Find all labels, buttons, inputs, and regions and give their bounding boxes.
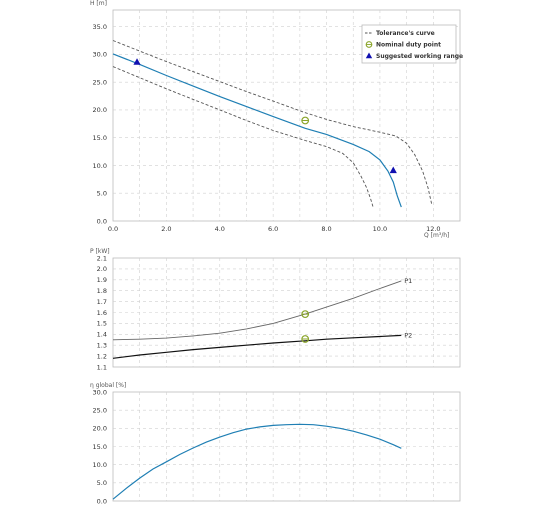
power-ytick-label: 1.3 [97, 342, 107, 350]
power-ytick-label: 2.0 [97, 265, 107, 273]
working-range-marker [133, 58, 141, 65]
power-ytick-label: 1.8 [97, 287, 107, 295]
head-xtick-label: 12.0 [426, 225, 440, 233]
efficiency-ytick-label: 25.0 [93, 406, 107, 414]
legend-working-range-swatch [365, 52, 373, 59]
head-xtick-label: 8.0 [321, 225, 331, 233]
head-xtick-label: 2.0 [161, 225, 171, 233]
head-ytick-label: 0.0 [97, 217, 107, 225]
power-ytick-label: 1.9 [97, 276, 107, 284]
efficiency-ytick-label: 0.0 [97, 497, 107, 504]
head-xtick-label: 6.0 [268, 225, 278, 233]
head-xtick-label: 4.0 [215, 225, 225, 233]
power-p2-line [112, 334, 402, 359]
efficiency-ytick-label: 15.0 [93, 443, 107, 451]
head-ytick-label: 20.0 [93, 106, 107, 114]
head-tolerance-upper-line [112, 40, 433, 206]
head-curve-line [112, 53, 402, 208]
head-xtick-label: 0.0 [108, 225, 118, 233]
power-p1-line [112, 280, 402, 341]
efficiency-curve-line [112, 423, 402, 500]
power-ytick-label: 1.4 [97, 331, 107, 339]
head-ytick-label: 10.0 [93, 162, 107, 170]
head-xlabel: Q [m³/h] [424, 232, 449, 239]
head-ytick-label: 35.0 [93, 23, 107, 31]
efficiency-ytick-label: 20.0 [93, 425, 107, 433]
legend-working-range-label: Suggested working range [376, 53, 463, 60]
head-ytick-label: 25.0 [93, 78, 107, 86]
head-legend [361, 24, 457, 64]
efficiency-ytick-label: 30.0 [93, 388, 107, 396]
power-p1-label: P1 [404, 277, 412, 285]
head-ylabel: H [m] [90, 0, 107, 7]
power-ytick-label: 1.1 [97, 363, 107, 371]
head-ytick-label: 15.0 [93, 134, 107, 142]
head-tolerance-lower-line [112, 66, 374, 208]
power-ytick-label: 2.1 [97, 254, 107, 262]
head-xtick-label: 10.0 [373, 225, 387, 233]
head-ytick-label: 30.0 [93, 51, 107, 59]
power-ytick-label: 1.6 [97, 309, 107, 317]
working-range-marker [389, 166, 397, 174]
efficiency-ytick-label: 5.0 [97, 479, 107, 487]
head-ytick-label: 5.0 [97, 190, 107, 198]
power-ytick-label: 1.2 [97, 352, 107, 360]
efficiency-ylabel: η global [%] [90, 382, 126, 389]
legend-tolerance-label: Tolerance's curve [376, 30, 435, 37]
power-ytick-label: 1.5 [97, 320, 107, 328]
power-ytick-label: 1.7 [97, 298, 107, 306]
legend-duty-label: Nominal duty point [376, 42, 441, 49]
efficiency-ytick-label: 10.0 [93, 461, 107, 469]
power-ylabel: P [kW] [90, 248, 110, 255]
power-p2-label: P2 [404, 331, 412, 339]
